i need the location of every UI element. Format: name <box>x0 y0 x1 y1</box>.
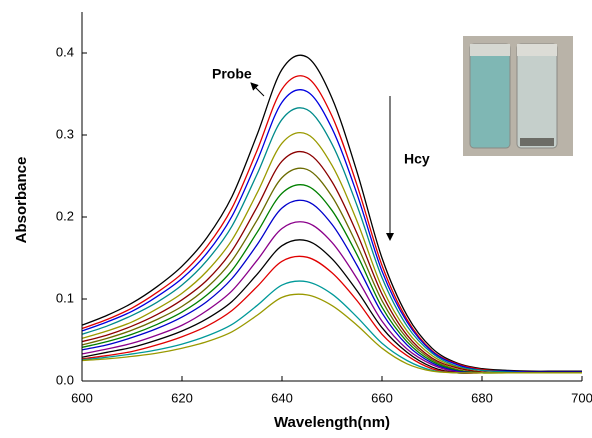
x-tick-label: 660 <box>371 390 393 405</box>
spectrum-line <box>81 280 582 374</box>
y-tick-label: 0.3 <box>56 126 74 141</box>
plot-area <box>81 54 582 374</box>
inset-photo <box>463 36 573 156</box>
x-tick-label: 620 <box>171 390 193 405</box>
x-tick-label: 600 <box>71 390 93 405</box>
y-tick-label: 0.4 <box>56 44 74 59</box>
spectrum-line <box>81 107 582 374</box>
x-tick-label: 640 <box>271 390 293 405</box>
annotation: Probe <box>212 66 252 82</box>
spectrum-line <box>81 293 582 374</box>
x-tick-label: 700 <box>571 390 592 405</box>
y-tick-label: 0.2 <box>56 208 74 223</box>
y-axis-title: Absorbance <box>13 157 30 244</box>
y-tick-label: 0.1 <box>56 290 74 305</box>
x-axis-title: Wavelength(nm) <box>274 414 390 431</box>
spectrum-line <box>81 131 582 374</box>
annotation: Hcy <box>404 151 430 167</box>
y-tick-label: 0.0 <box>56 372 74 387</box>
spectrum-line <box>81 167 582 374</box>
x-tick-label: 680 <box>471 390 493 405</box>
spectrum-line <box>81 54 582 372</box>
annotation-arrow <box>250 82 265 97</box>
